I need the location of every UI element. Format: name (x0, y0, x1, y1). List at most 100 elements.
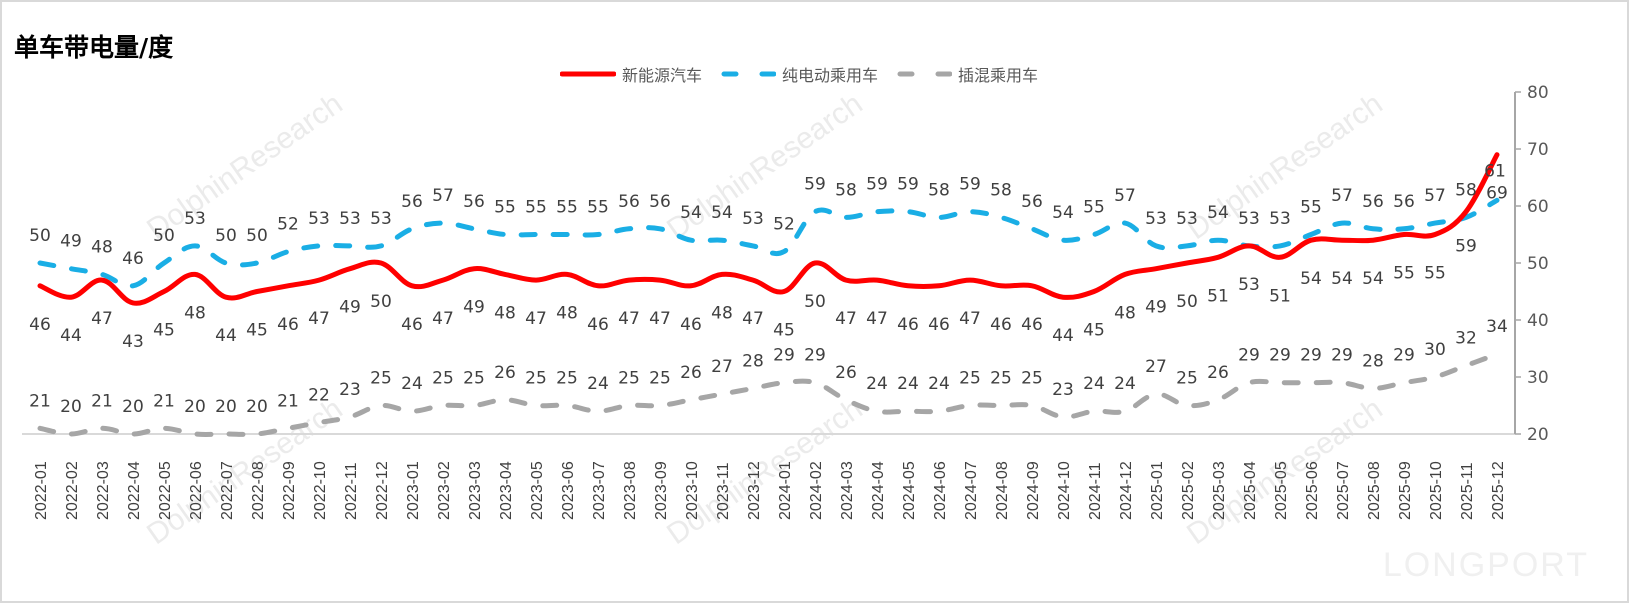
data-label: 50 (804, 292, 826, 312)
x-tick-label: 2023-10 (684, 461, 701, 520)
data-label: 50 (370, 292, 392, 312)
data-label: 43 (122, 332, 144, 352)
data-label: 47 (91, 309, 113, 329)
y-tick-label: 80 (1527, 83, 1549, 103)
data-label: 44 (1052, 326, 1074, 346)
x-tick-label: 2025-05 (1273, 461, 1290, 520)
data-label: 56 (463, 192, 485, 212)
data-label: 47 (618, 309, 640, 329)
legend-label: 纯电动乘用车 (782, 66, 879, 85)
x-tick-label: 2022-01 (33, 461, 50, 520)
chart-legend: 新能源汽车 纯电动乘用车 插混乘用车 (560, 62, 1046, 86)
data-label: 54 (1052, 203, 1074, 223)
data-label: 56 (1362, 192, 1384, 212)
data-label: 57 (432, 186, 454, 206)
x-tick-label: 2024-06 (932, 461, 949, 520)
x-tick-label: 2025-09 (1397, 461, 1414, 520)
data-label: 48 (711, 303, 733, 323)
data-label: 20 (60, 397, 82, 417)
y-tick-label: 70 (1527, 140, 1549, 160)
data-label: 53 (370, 209, 392, 229)
data-label: 50 (153, 226, 175, 246)
data-label: 59 (866, 175, 888, 195)
x-tick-label: 2025-03 (1211, 461, 1228, 520)
data-label: 55 (1424, 264, 1446, 284)
data-label: 53 (1238, 275, 1260, 295)
x-tick-label: 2025-12 (1490, 461, 1507, 520)
x-tick-label: 2024-02 (808, 461, 825, 520)
data-label: 50 (246, 226, 268, 246)
x-tick-label: 2025-11 (1459, 462, 1476, 520)
data-label: 28 (742, 351, 764, 371)
data-label: 29 (1393, 346, 1415, 366)
data-label: 57 (1424, 186, 1446, 206)
data-label: 25 (990, 369, 1012, 389)
data-label: 48 (91, 237, 113, 257)
legend-label: 新能源汽车 (622, 66, 703, 85)
x-tick-label: 2025-02 (1180, 461, 1197, 520)
y-tick-label: 50 (1527, 254, 1549, 274)
x-tick-label: 2024-12 (1118, 461, 1135, 520)
data-label: 27 (711, 357, 733, 377)
data-label: 29 (1269, 346, 1291, 366)
data-label: 47 (959, 309, 981, 329)
data-label: 54 (711, 203, 733, 223)
data-label: 49 (339, 298, 361, 318)
data-label: 53 (1238, 209, 1260, 229)
data-label: 58 (1455, 180, 1477, 200)
data-label: 47 (308, 309, 330, 329)
data-label: 24 (1083, 374, 1105, 394)
data-label: 55 (1083, 198, 1105, 218)
data-label: 53 (308, 209, 330, 229)
data-label: 52 (773, 215, 795, 235)
data-label: 44 (60, 326, 82, 346)
legend-label: 插混乘用车 (958, 66, 1039, 85)
series-line-2 (37, 351, 1500, 437)
data-label: 58 (835, 180, 857, 200)
x-tick-label: 2023-06 (560, 461, 577, 520)
data-label: 47 (835, 309, 857, 329)
data-label: 57 (1331, 186, 1353, 206)
data-label: 55 (494, 198, 516, 218)
data-label: 22 (308, 386, 330, 406)
data-label: 44 (215, 326, 237, 346)
data-label: 46 (928, 315, 950, 335)
y-tick-label: 20 (1527, 425, 1549, 445)
data-label: 24 (1114, 374, 1136, 394)
data-label: 29 (804, 346, 826, 366)
x-tick-label: 2025-06 (1304, 461, 1321, 520)
solid-line-icon (560, 71, 616, 77)
x-tick-label: 2024-03 (839, 461, 856, 520)
data-label: 51 (1269, 286, 1291, 306)
data-label: 49 (463, 298, 485, 318)
x-tick-label: 2022-11 (343, 462, 360, 520)
data-label: 58 (990, 180, 1012, 200)
y-tick-label: 30 (1527, 368, 1549, 388)
data-label: 26 (1207, 363, 1229, 383)
data-label: 53 (742, 209, 764, 229)
data-label: 32 (1455, 329, 1477, 349)
data-label: 69 (1486, 183, 1508, 203)
data-label: 50 (215, 226, 237, 246)
data-label: 46 (1021, 315, 1043, 335)
data-label: 46 (277, 315, 299, 335)
data-label: 26 (680, 363, 702, 383)
data-label: 58 (928, 180, 950, 200)
data-label: 26 (835, 363, 857, 383)
legend-item-phev: 插混乘用车 (896, 62, 1038, 86)
data-label: 25 (618, 369, 640, 389)
data-label: 54 (1300, 269, 1322, 289)
data-label: 59 (959, 175, 981, 195)
x-tick-label: 2023-03 (467, 461, 484, 520)
data-label: 25 (463, 369, 485, 389)
data-label: 28 (1362, 351, 1384, 371)
data-label: 21 (29, 391, 51, 411)
x-tick-label: 2024-09 (1025, 461, 1042, 520)
x-tick-label: 2022-04 (126, 461, 143, 520)
data-label: 59 (1455, 237, 1477, 257)
data-label: 24 (897, 374, 919, 394)
data-label: 55 (525, 198, 547, 218)
data-label: 25 (525, 369, 547, 389)
x-tick-label: 2023-02 (436, 461, 453, 520)
data-label: 46 (401, 315, 423, 335)
